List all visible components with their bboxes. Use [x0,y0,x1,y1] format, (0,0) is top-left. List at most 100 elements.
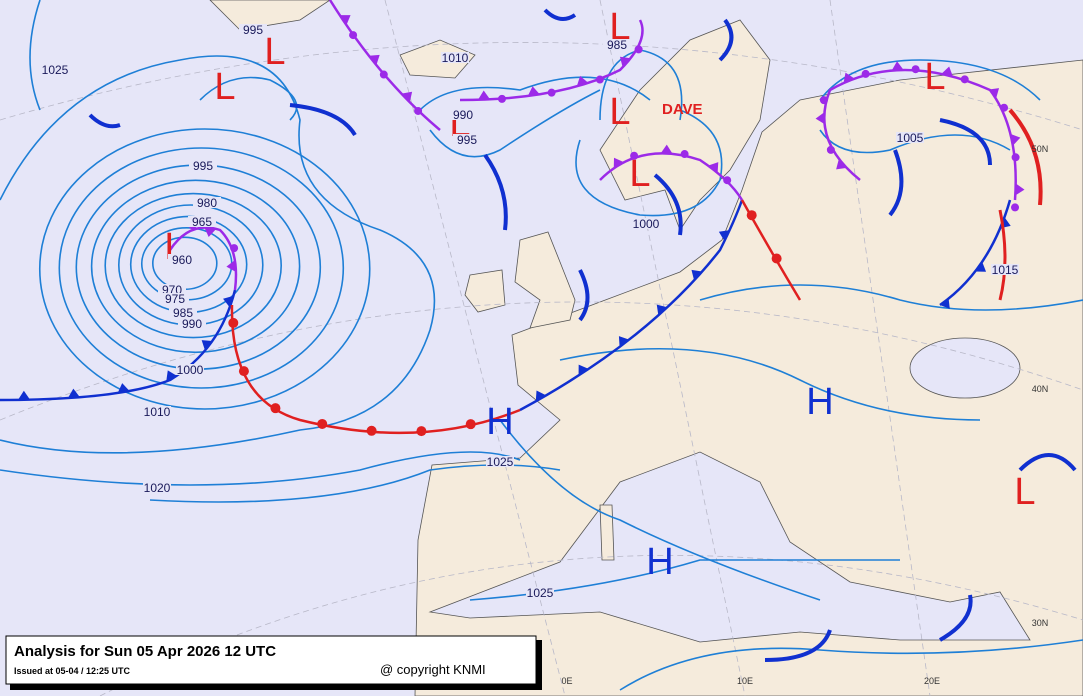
occluded-symbol [815,112,825,125]
occluded-symbol [1011,153,1020,162]
map-title: Analysis for Sun 05 Apr 2026 12 UTC [14,643,276,660]
occluded-symbol [843,72,855,84]
isobar-label: 990 [182,317,202,331]
isobar-label: 1025 [42,63,69,77]
occluded-symbol [1010,133,1021,146]
occluded-symbol [477,90,490,100]
trough [483,153,508,231]
label-bg [526,587,554,598]
parallel [0,42,1083,131]
occluded-symbol [911,65,920,74]
cold-symbol [656,304,668,316]
iceland [399,39,476,79]
cold-front [519,199,744,412]
occluded-symbol [368,54,380,66]
occluded-front [459,19,644,102]
trough [764,629,832,662]
occluded-symbol [836,158,847,170]
cold-symbol [618,336,630,347]
isobar-label: 990 [453,108,473,122]
storm-name: DAVE [662,101,703,118]
isobar [29,0,41,111]
isobar [104,192,282,339]
issued: Issued at 05-04 / 12:25 UTC [14,666,131,676]
isobar-label: 1005 [897,131,924,145]
cold-symbol [67,388,80,399]
warm-symbol [746,210,757,221]
occluded-symbol [414,106,423,115]
cold-symbol [578,364,589,376]
trough [1008,108,1043,206]
warm-front [230,304,521,435]
graticule-label: 30N [1032,618,1049,628]
parallel [0,301,1083,421]
cold-symbol [535,390,547,402]
graticule-label: 20E [924,676,940,686]
occluded-symbol [861,69,870,78]
isobar [819,59,1041,101]
scandinavia [599,19,771,231]
trough [578,269,590,322]
occluded-symbol [1011,203,1020,212]
trough [88,113,121,129]
label-bg [143,406,171,417]
label-bg [441,52,469,63]
pressure-center: L [609,91,630,133]
isobar [419,76,651,111]
cold-symbol [117,383,130,393]
isobar-label: 960 [172,253,192,267]
cold-symbol [975,261,987,272]
isobar-label: 985 [173,306,193,320]
meridian [829,0,931,696]
isobar [90,179,301,354]
fronts [0,0,1077,662]
trough [939,118,992,166]
isobar-label: 1000 [177,363,204,377]
label-bg [158,284,186,295]
occluded-symbol [891,61,904,71]
cold-symbol [718,230,730,241]
isobar [619,639,1083,691]
cold-symbol [17,390,30,400]
warm-symbol [228,317,239,328]
occluded-symbol [576,75,589,87]
trough [718,18,734,62]
greenland [209,0,331,31]
trough [1018,453,1077,472]
occluded-symbol [723,176,732,185]
graticule-label: 50N [1032,144,1049,154]
trough [939,594,973,642]
label-bg [169,307,197,318]
pressure-center: H [646,541,673,583]
corsica-sardinia [599,504,615,561]
mediterranean [428,451,1031,643]
pressure-center: L [924,56,945,98]
label-bg [449,109,477,120]
great-britain [514,231,576,329]
isobar [429,89,601,158]
warm-symbol [465,419,476,430]
trough [289,103,357,137]
parallel [99,554,1083,696]
pressure-center: L [1014,471,1035,513]
occluded-symbol [619,56,631,68]
label-bg [632,218,660,229]
isobar-label: 1015 [992,263,1019,277]
graticule-label: 10E [737,676,753,686]
isobar-label: 1025 [487,455,514,469]
warm-symbol [771,253,782,264]
warm-symbol [416,426,427,437]
isobar-label: 1025 [527,586,554,600]
label-bg [453,134,481,145]
occluded-front [823,68,1017,201]
occluded-symbol [339,15,351,26]
pressure-center: L [629,153,650,195]
occluded-symbol [401,91,413,103]
isobar-label: 995 [457,133,477,147]
pressure-center: L [214,66,235,108]
occluded-symbol [630,151,639,160]
isobar-label: 965 [192,215,212,229]
isobar-label: 995 [193,159,213,173]
occluded-symbol [660,144,673,154]
